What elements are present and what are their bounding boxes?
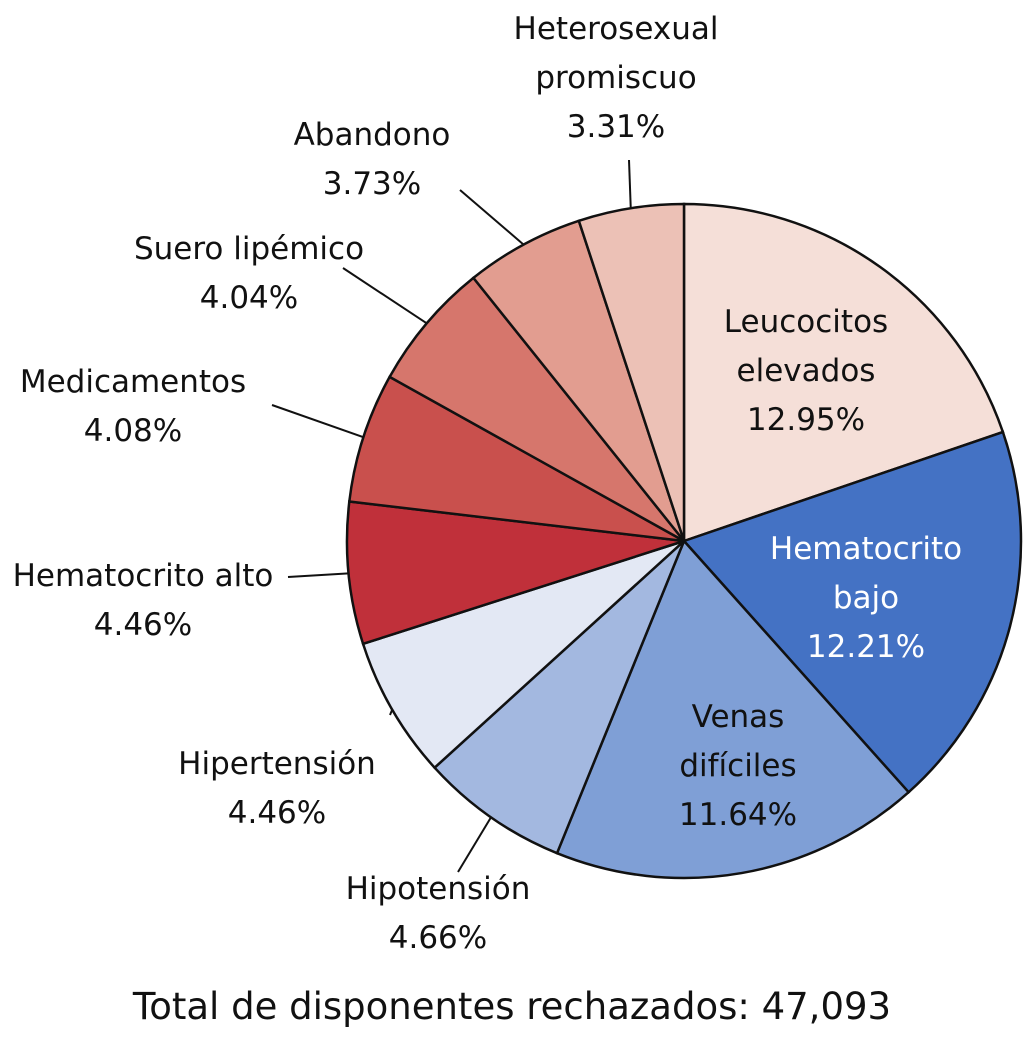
category-label: Medicamentos (19, 364, 247, 400)
leader-line (342, 267, 428, 325)
leader-line (389, 709, 394, 716)
value-label: 12.21% (806, 629, 926, 665)
slice-label: Medicamentos 4.08% (20, 358, 246, 456)
slice-label: Hipotensión 4.66% (346, 865, 531, 963)
leader-line (271, 404, 364, 439)
slice-label: Suero lipémico 4.04% (134, 225, 364, 323)
pie-slice (361, 539, 685, 770)
category-label: Heterosexual promiscuo (513, 11, 719, 96)
category-label: Venas difíciles (679, 699, 797, 784)
value-label: 4.08% (83, 413, 183, 449)
leader-line (287, 572, 349, 578)
value-label: 4.46% (93, 607, 193, 643)
value-label: 4.66% (388, 920, 488, 956)
category-label: Leucocitos elevados (723, 304, 889, 389)
value-label: 3.31% (566, 109, 666, 145)
category-label: Abandono (293, 117, 451, 153)
category-label: Hipertensión (178, 746, 376, 782)
pie-slice (682, 202, 1005, 543)
pie-slice (555, 538, 911, 880)
leader-line (459, 189, 525, 246)
slice-label: Hipertensión 4.46% (178, 740, 376, 838)
category-label: Suero lipémico (133, 231, 365, 267)
leader-line (628, 159, 632, 209)
pie-slice (577, 202, 686, 542)
value-label: 3.73% (322, 166, 422, 202)
slice-label: Leucocitos elevados 12.95% (724, 298, 888, 445)
slice-label: Abandono 3.73% (294, 111, 451, 209)
slice-label: Hematocrito bajo 12.21% (770, 525, 962, 672)
value-label: 4.46% (227, 795, 327, 831)
pie-slice (681, 430, 1023, 794)
value-label: 11.64% (678, 797, 798, 833)
category-label: Hematocrito bajo (769, 531, 963, 616)
pie-slice (387, 276, 685, 543)
slice-label: Venas difíciles 11.64% (679, 693, 797, 840)
chart-title: Total de disponentes rechazados: 47,093 (132, 985, 892, 1028)
slice-label: Heterosexual promiscuo 3.31% (514, 5, 719, 152)
category-label: Hematocrito alto (12, 558, 274, 594)
pie-slice (432, 540, 686, 855)
value-label: 12.95% (746, 402, 866, 438)
leader-line (457, 816, 492, 873)
category-label: Hipotensión (345, 871, 531, 907)
slice-label: Hematocrito alto 4.46% (13, 552, 274, 650)
pie-slice (347, 375, 685, 543)
value-label: 4.04% (199, 280, 299, 316)
